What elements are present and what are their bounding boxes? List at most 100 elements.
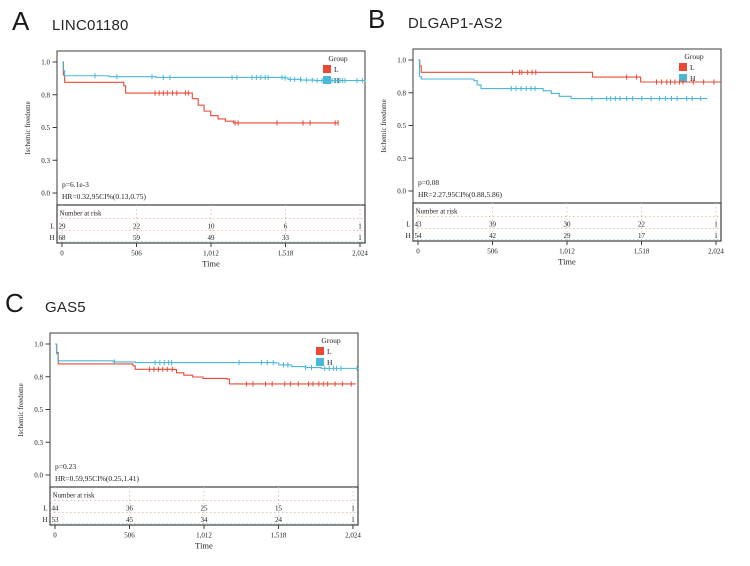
risk-count: 59: [133, 234, 141, 242]
plot-border: [49, 332, 359, 488]
x-tick-label: 1,518: [278, 250, 294, 258]
panel-a-letter: A: [12, 6, 30, 36]
panel-c-survival-plot: 0.0 0.3 0.5 0.8 1.0 Ischemic freedome 0 506 1,01…: [17, 332, 361, 551]
legend-title: Group: [328, 54, 347, 63]
x-tick-label: 0: [60, 250, 64, 258]
x-axis-label: Time: [195, 541, 213, 551]
y-axis-label: Ischemic freedome: [24, 101, 32, 154]
survival-curve-H: [55, 343, 359, 369]
legend-entry-label: H: [327, 358, 333, 367]
p-value-label: p=0.23: [55, 462, 76, 471]
risk-count: 15: [275, 505, 283, 513]
risk-count: 29: [59, 223, 67, 231]
y-tick-label: 0.5: [397, 122, 406, 130]
risk-count: 42: [489, 232, 497, 240]
plot-border: [56, 50, 366, 206]
risk-count: 25: [201, 505, 209, 513]
x-axis-label: Time: [558, 257, 576, 267]
panel-a-survival-plot: 0.0 0.3 0.5 0.8 1.0 Ischemic freedome 0 506 1,01…: [24, 50, 368, 269]
x-tick-label: 1,518: [271, 532, 287, 540]
y-tick-label: 0.3: [41, 157, 50, 165]
legend-title: Group: [684, 52, 703, 61]
legend-title: Group: [321, 336, 340, 345]
x-tick-label: 2,024: [345, 532, 361, 540]
x-tick-label: 0: [416, 248, 420, 256]
risk-count: 49: [208, 234, 216, 242]
legend-entry-label: H: [690, 74, 696, 83]
risk-count: 6: [284, 223, 288, 231]
risk-row-label: L: [43, 505, 47, 513]
risk-count: 45: [126, 516, 134, 524]
survival-curve-H: [418, 59, 708, 100]
y-axis-label: Ischemic freedome: [380, 99, 388, 152]
risk-count: 43: [415, 221, 423, 229]
x-tick-label: 1,012: [196, 532, 212, 540]
x-tick-label: 506: [131, 250, 142, 258]
panel-a-gene-title: LINC01180: [52, 17, 129, 34]
x-tick-label: 506: [487, 248, 498, 256]
risk-table-header: Number at risk: [53, 492, 95, 500]
risk-row-label: H: [405, 232, 410, 240]
risk-table-header: Number at risk: [416, 208, 458, 216]
risk-count: 36: [126, 505, 134, 513]
y-tick-label: 0.0: [41, 190, 50, 198]
x-tick-label: 1,518: [634, 248, 650, 256]
panel-c: C GAS5 0.0 0.3 0.5 0.8 1.0 Ischemic freedome 0…: [3, 286, 375, 562]
panel-b: B DLGAP1-AS2 0.0 0.3 0.5 0.8 1.0 Ischemic fre…: [366, 2, 738, 278]
risk-count: 1: [358, 223, 362, 231]
y-tick-label: 1.0: [41, 59, 50, 67]
p-value-label: p=6.1e-3: [62, 180, 89, 189]
panel-b-letter: B: [368, 4, 386, 34]
y-tick-label: 0.3: [397, 155, 406, 163]
risk-count: 39: [489, 221, 497, 229]
y-tick-label: 0.3: [34, 439, 43, 447]
y-tick-label: 0.0: [34, 472, 43, 480]
legend-swatch: [316, 358, 324, 366]
x-tick-label: 1,012: [203, 250, 219, 258]
legend-entry-label: L: [327, 347, 332, 356]
risk-count: 68: [59, 234, 67, 242]
risk-count: 54: [415, 232, 423, 240]
y-tick-label: 1.0: [397, 57, 406, 65]
legend-swatch: [323, 65, 331, 73]
risk-count: 44: [52, 505, 60, 513]
y-tick-label: 0.0: [397, 188, 406, 196]
panel-c-gene-title: GAS5: [45, 299, 86, 316]
legend-swatch: [679, 63, 687, 71]
risk-count: 22: [638, 221, 646, 229]
risk-row-label: H: [49, 234, 54, 242]
hazard-ratio-label: HR=0.59,95CI%(0.25,1.41): [55, 474, 140, 483]
y-tick-label: 1.0: [34, 341, 43, 349]
risk-count: 10: [208, 223, 216, 231]
y-tick-label: 0.8: [397, 89, 406, 97]
x-tick-label: 506: [124, 532, 135, 540]
risk-row-label: L: [50, 223, 54, 231]
risk-row-label: L: [406, 221, 410, 229]
y-tick-label: 0.5: [34, 406, 43, 414]
survival-curve-L: [55, 343, 356, 385]
risk-count: 30: [564, 221, 572, 229]
hazard-ratio-label: HR=0.32,95CI%(0.13,0.75): [62, 192, 147, 201]
risk-count: 22: [133, 223, 141, 231]
risk-count: 1: [714, 221, 718, 229]
survival-curve-H: [62, 61, 366, 82]
risk-count: 1: [351, 516, 355, 524]
legend-swatch: [316, 347, 324, 355]
x-tick-label: 2,024: [352, 250, 368, 258]
risk-count: 34: [201, 516, 209, 524]
risk-count: 24: [275, 516, 283, 524]
panel-b-gene-title: DLGAP1-AS2: [408, 15, 503, 32]
x-tick-label: 2,024: [708, 248, 724, 256]
x-axis-label: Time: [202, 259, 220, 269]
y-tick-label: 0.8: [41, 91, 50, 99]
risk-count: 1: [714, 232, 718, 240]
risk-count: 53: [52, 516, 60, 524]
legend-swatch: [323, 76, 331, 84]
panel-a: A LINC01180 0.0 0.3 0.5 0.8 1.0 Ischemic free…: [10, 4, 382, 280]
x-tick-label: 0: [53, 532, 57, 540]
risk-row-label: H: [42, 516, 47, 524]
panel-b-survival-plot: 0.0 0.3 0.5 0.8 1.0 Ischemic freedome 0 506 1,01…: [380, 48, 724, 267]
legend-entry-label: L: [334, 65, 339, 74]
risk-table-header: Number at risk: [60, 210, 102, 218]
risk-count: 33: [282, 234, 290, 242]
